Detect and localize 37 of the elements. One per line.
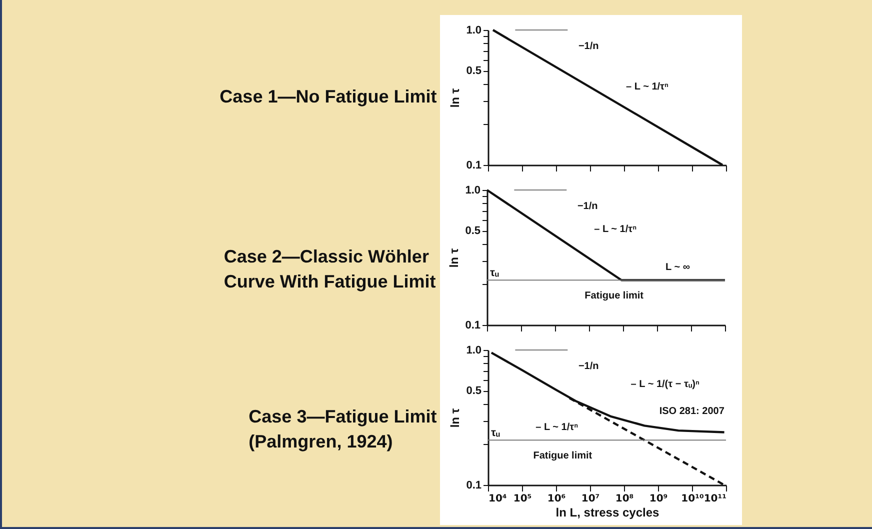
annotation: – L ~ 1/τⁿ <box>594 224 637 236</box>
y-tick-label: 1.0 <box>465 184 480 196</box>
x-tick-label: 10⁶ <box>547 494 566 504</box>
annotation: – L ~ 1/τⁿ <box>626 82 669 93</box>
ref-line-label: τᵤ <box>491 427 500 440</box>
annotation: −1/n <box>577 201 598 212</box>
annotation: Fatigue limit <box>584 290 644 302</box>
y-axis-title: ln τ <box>448 408 462 428</box>
text: Case 1—No Fatigue Limit <box>220 86 437 106</box>
x-tick-label: 10¹¹ <box>704 494 726 504</box>
annotation: – L ~ 1/(τ − τᵤ)ⁿ <box>630 378 700 390</box>
y-tick-label: 0.5 <box>465 225 480 238</box>
text: Case 2—Classic Wöhler Curve With Fatigue Limit <box>224 246 436 292</box>
y-tick-label: 0.1 <box>466 480 482 492</box>
y-tick-label: 1.0 <box>466 344 482 356</box>
y-tick-label: 0.5 <box>466 385 482 398</box>
x-axis-title: ln L, stress cycles <box>556 506 660 520</box>
annotation: −1/n <box>578 41 599 52</box>
x-tick-label: 10⁹ <box>649 494 668 504</box>
x-tick-label: 10⁷ <box>581 494 600 504</box>
y-axis-title: ln τ <box>447 248 462 268</box>
y-tick-label: 1.0 <box>466 24 482 36</box>
x-tick-label: 10⁸ <box>615 494 634 504</box>
annotation: – L ~ 1/τⁿ <box>536 422 578 433</box>
annotation: Fatigue limit <box>533 450 593 462</box>
y-tick-label: 0.1 <box>466 160 482 172</box>
annotation: ISO 281: 2007 <box>659 406 725 417</box>
x-tick-label: 10⁵ <box>513 494 532 504</box>
ref-line-label: τᵤ <box>490 267 499 280</box>
y-axis-title: ln τ <box>448 88 462 108</box>
annotation: L ~ ∞ <box>666 262 690 273</box>
y-tick-label: 0.1 <box>465 320 480 332</box>
annotation: −1/n <box>578 361 599 372</box>
y-tick-label: 0.5 <box>466 65 482 78</box>
x-tick-label: 10¹⁰ <box>681 494 704 504</box>
text: Case 3—Fatigue Limit (Palmgren, 1924) <box>248 406 437 452</box>
x-tick-label: 10⁴ <box>488 494 507 504</box>
